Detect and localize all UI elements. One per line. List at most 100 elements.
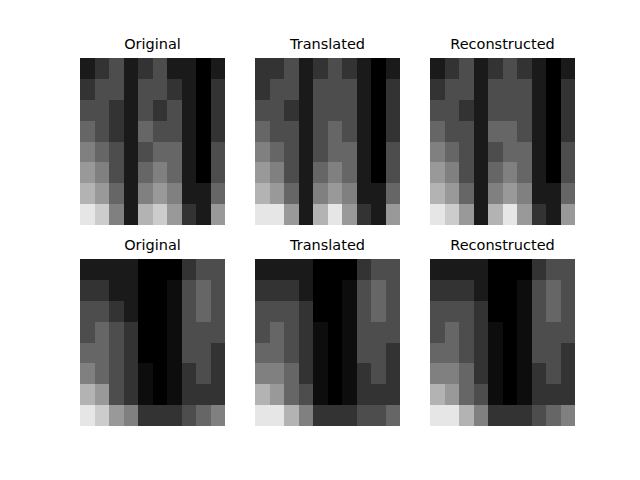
- heatmap-cell: [357, 343, 372, 364]
- heatmap-cell: [503, 363, 518, 384]
- heatmap-cell: [284, 58, 299, 79]
- heatmap-cell: [371, 301, 386, 322]
- heatmap-cell: [474, 301, 489, 322]
- heatmap-cell: [430, 204, 445, 225]
- heatmap: [80, 58, 225, 225]
- heatmap-cell: [138, 162, 153, 183]
- heatmap-cell: [532, 322, 547, 343]
- heatmap-cell: [532, 183, 547, 204]
- heatmap-cell: [386, 142, 401, 163]
- heatmap-cell: [561, 405, 576, 426]
- heatmap-cell: [445, 58, 460, 79]
- heatmap-cell: [284, 204, 299, 225]
- heatmap-cell: [95, 162, 110, 183]
- heatmap-cell: [503, 79, 518, 100]
- heatmap-cell: [95, 322, 110, 343]
- heatmap-cell: [328, 259, 343, 280]
- heatmap-cell: [342, 363, 357, 384]
- heatmap-cell: [328, 301, 343, 322]
- heatmap-cell: [95, 100, 110, 121]
- heatmap-cell: [313, 162, 328, 183]
- heatmap-cell: [313, 79, 328, 100]
- heatmap-cell: [80, 58, 95, 79]
- heatmap-cell: [153, 58, 168, 79]
- heatmap-cell: [546, 204, 561, 225]
- heatmap-cell: [488, 384, 503, 405]
- panel: Reconstructed: [430, 237, 576, 427]
- heatmap: [430, 259, 575, 426]
- heatmap-cell: [313, 204, 328, 225]
- heatmap-cell: [182, 259, 197, 280]
- heatmap-cell: [386, 204, 401, 225]
- heatmap-cell: [255, 384, 270, 405]
- heatmap-cell: [445, 384, 460, 405]
- heatmap-cell: [196, 58, 211, 79]
- heatmap-cell: [196, 363, 211, 384]
- heatmap-cell: [313, 405, 328, 426]
- panel-title: Reconstructed: [450, 237, 555, 253]
- heatmap-cell: [80, 343, 95, 364]
- heatmap-cell: [167, 259, 182, 280]
- heatmap-cell: [167, 322, 182, 343]
- heatmap-cell: [284, 79, 299, 100]
- heatmap-cell: [211, 301, 226, 322]
- heatmap-cell: [474, 79, 489, 100]
- heatmap-cell: [196, 121, 211, 142]
- heatmap-cell: [80, 183, 95, 204]
- heatmap-cell: [517, 280, 532, 301]
- heatmap-cell: [196, 183, 211, 204]
- heatmap-cell: [109, 384, 124, 405]
- heatmap-cell: [255, 259, 270, 280]
- heatmap-cell: [459, 183, 474, 204]
- heatmap: [255, 58, 400, 225]
- heatmap-cell: [546, 142, 561, 163]
- heatmap-cell: [109, 183, 124, 204]
- heatmap-cell: [503, 100, 518, 121]
- heatmap-cell: [357, 121, 372, 142]
- heatmap-cell: [299, 343, 314, 364]
- heatmap-cell: [95, 405, 110, 426]
- background: [0, 0, 640, 480]
- heatmap-cell: [167, 405, 182, 426]
- heatmap-cell: [328, 142, 343, 163]
- heatmap-cell: [561, 79, 576, 100]
- heatmap-cell: [124, 204, 139, 225]
- heatmap-cell: [182, 301, 197, 322]
- heatmap-cell: [357, 322, 372, 343]
- heatmap-cell: [95, 301, 110, 322]
- heatmap-cell: [328, 384, 343, 405]
- heatmap-cell: [167, 162, 182, 183]
- heatmap-cell: [459, 343, 474, 364]
- heatmap-cell: [371, 121, 386, 142]
- heatmap-cell: [546, 301, 561, 322]
- heatmap-cell: [153, 183, 168, 204]
- heatmap-cell: [211, 79, 226, 100]
- heatmap-cell: [153, 301, 168, 322]
- heatmap-cell: [517, 322, 532, 343]
- heatmap-cell: [255, 121, 270, 142]
- heatmap-cell: [313, 322, 328, 343]
- heatmap-cell: [517, 79, 532, 100]
- heatmap-cell: [357, 384, 372, 405]
- heatmap-cell: [561, 280, 576, 301]
- heatmap-cell: [153, 363, 168, 384]
- heatmap-cell: [357, 183, 372, 204]
- heatmap-cell: [80, 121, 95, 142]
- heatmap-cell: [196, 79, 211, 100]
- heatmap-cell: [109, 280, 124, 301]
- heatmap-cell: [503, 121, 518, 142]
- panel: Translated: [255, 237, 401, 427]
- heatmap-cell: [517, 301, 532, 322]
- heatmap-cell: [445, 301, 460, 322]
- heatmap-cell: [109, 162, 124, 183]
- heatmap-cell: [371, 280, 386, 301]
- heatmap-cell: [138, 183, 153, 204]
- heatmap-cell: [255, 79, 270, 100]
- heatmap-cell: [299, 301, 314, 322]
- heatmap-cell: [517, 58, 532, 79]
- heatmap-cell: [357, 204, 372, 225]
- heatmap-cell: [517, 363, 532, 384]
- heatmap-cell: [430, 343, 445, 364]
- heatmap-cell: [124, 280, 139, 301]
- heatmap-cell: [80, 405, 95, 426]
